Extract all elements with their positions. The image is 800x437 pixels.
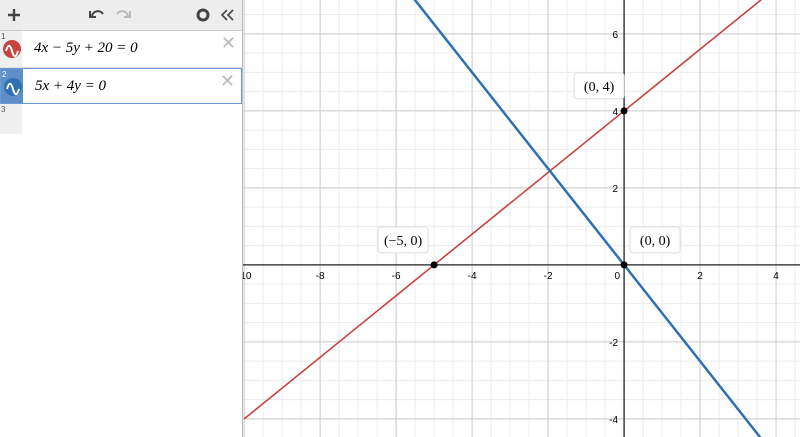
collapse-button[interactable] xyxy=(220,9,234,21)
undo-button[interactable] xyxy=(89,10,104,18)
x-tick-label: 4 xyxy=(773,271,779,282)
y-tick-label: 2 xyxy=(613,184,619,195)
row-tab: 3 xyxy=(0,104,22,134)
expression-row[interactable]: 2 5x + 4y = 0 ✕ xyxy=(0,68,242,104)
point-label-box xyxy=(629,226,681,254)
y-tick-label: -2 xyxy=(609,338,618,349)
row-tab: 2 xyxy=(1,69,23,103)
expression-text: 5x + 4y = 0 xyxy=(35,78,107,94)
x-tick-label: -8 xyxy=(316,271,325,282)
y-tick-label: 6 xyxy=(613,30,619,41)
point-label: (0, 4) xyxy=(584,80,615,95)
graph[interactable]: -10 -8 -6 -4 -2 0 2 4 -4 -2 2 4 6 (0, 4) (−5, 0) (0, 0) xyxy=(243,0,800,437)
point xyxy=(430,261,438,269)
row-number: 2 xyxy=(2,70,7,79)
point xyxy=(620,107,628,115)
x-tick-label: -2 xyxy=(544,271,553,282)
settings-button[interactable] xyxy=(196,8,210,22)
point xyxy=(620,261,628,269)
x-tick-label: 2 xyxy=(697,271,703,282)
x-tick-label: -4 xyxy=(468,271,477,282)
add-button[interactable] xyxy=(8,9,20,21)
curve xyxy=(413,0,762,437)
row-tab: 1 xyxy=(0,31,22,67)
expression-row[interactable]: 1 4x − 5y + 20 = 0 ✕ xyxy=(0,31,242,68)
color-icon[interactable] xyxy=(4,78,22,96)
point-label-box xyxy=(573,72,625,100)
color-icon[interactable] xyxy=(3,40,21,58)
row-number: 3 xyxy=(1,105,6,114)
row-number: 1 xyxy=(1,32,6,41)
point-label-box xyxy=(377,226,429,254)
curve xyxy=(243,0,763,420)
redo-button[interactable] xyxy=(116,10,131,18)
x-tick-label: -10 xyxy=(243,271,252,282)
y-tick-label: 4 xyxy=(613,107,619,118)
delete-button[interactable]: ✕ xyxy=(220,33,236,53)
point-label: (−5, 0) xyxy=(384,234,423,249)
x-tick-label: 0 xyxy=(615,271,621,282)
expression-row[interactable]: 3 xyxy=(0,104,242,134)
toolbar-icons xyxy=(8,8,234,22)
icon-wave xyxy=(6,82,20,96)
expression-list: 1 4x − 5y + 20 = 0 ✕ 2 5x + 4y = 0 ✕ 3 xyxy=(0,0,243,437)
y-tick-label: -4 xyxy=(609,415,618,426)
icon-wave xyxy=(5,44,19,58)
toolbar xyxy=(0,0,242,31)
x-tick-label: -6 xyxy=(392,271,401,282)
point-label: (0, 0) xyxy=(640,234,671,249)
expression-text: 4x − 5y + 20 = 0 xyxy=(34,40,138,56)
delete-button[interactable]: ✕ xyxy=(219,71,235,91)
